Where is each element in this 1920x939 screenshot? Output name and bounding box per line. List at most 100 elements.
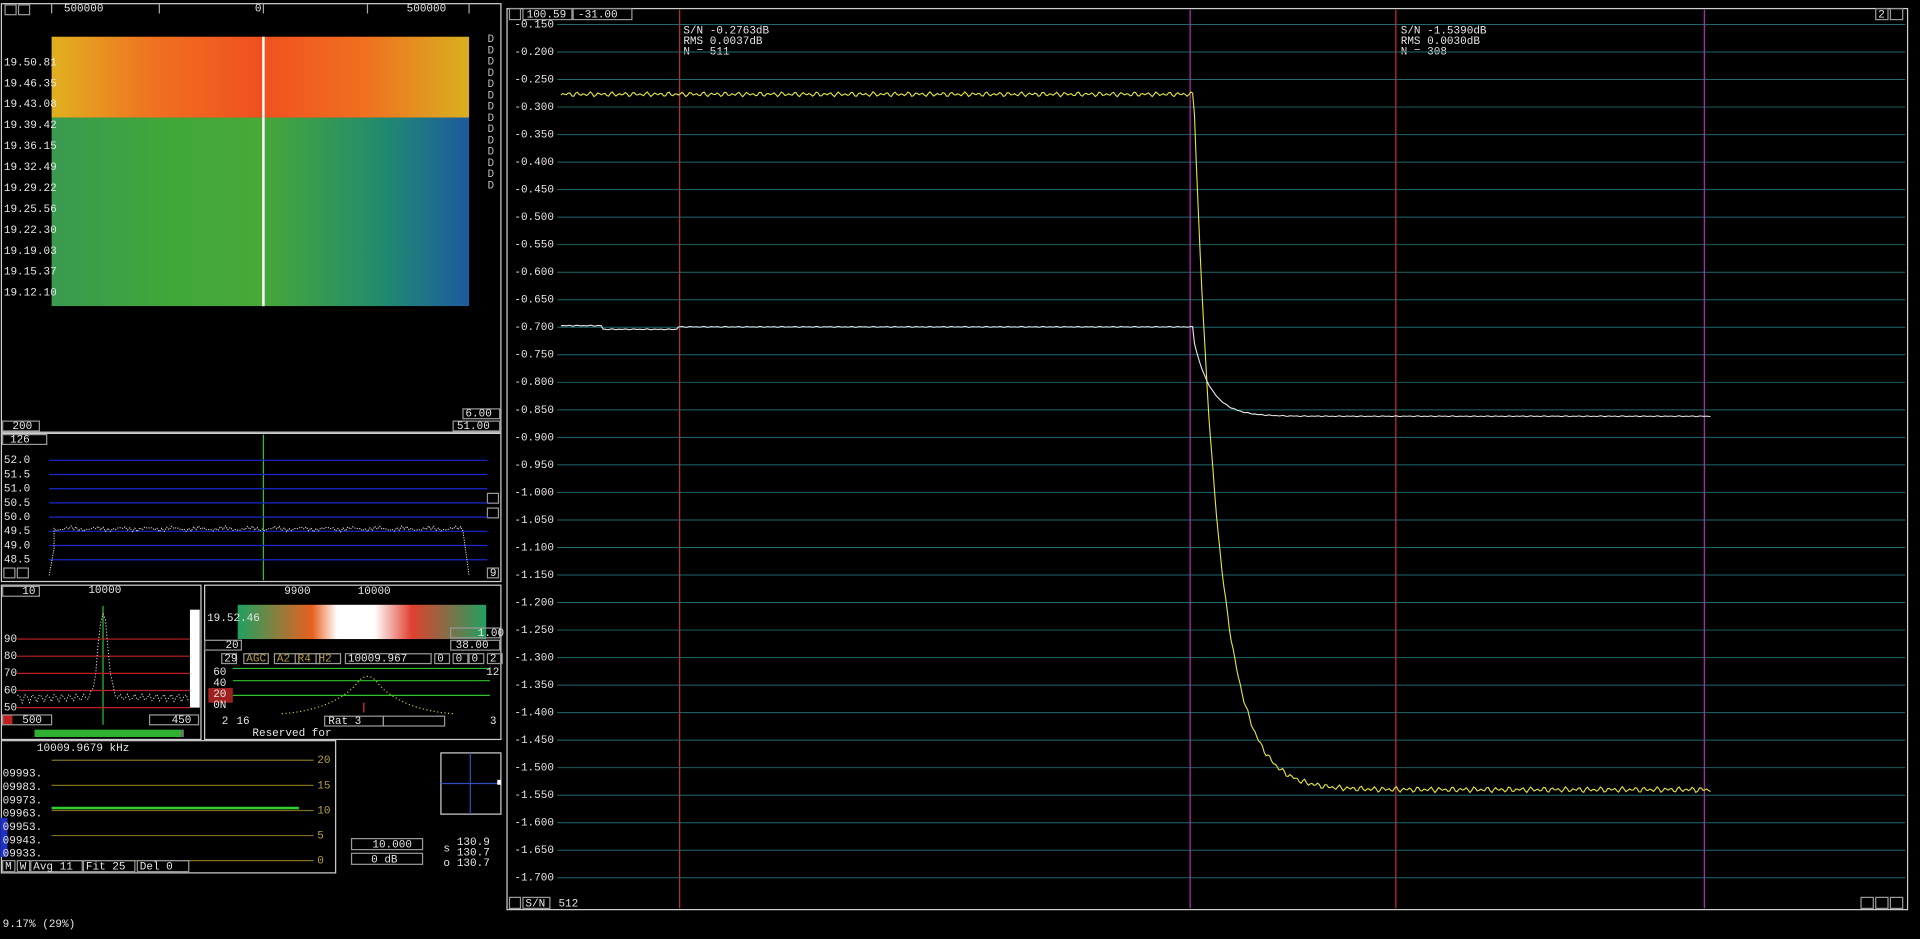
button-box <box>30 860 83 873</box>
button: 2 <box>222 716 229 728</box>
box-value: 500 <box>22 715 42 727</box>
button: M <box>5 862 12 874</box>
freq-item: 09993. <box>3 769 43 781</box>
y-label: -1.700 <box>514 873 554 885</box>
side-mark: D <box>487 34 494 46</box>
y-label: -0.200 <box>514 47 554 59</box>
stat: RMS 0.0037dB <box>683 36 763 48</box>
row-box <box>434 653 451 665</box>
spectrum-trace <box>48 524 470 576</box>
scale-label: 10 <box>317 805 330 817</box>
y-label: -1.100 <box>514 542 554 554</box>
y-label: -0.900 <box>514 432 554 444</box>
level-label: 60 <box>213 667 226 679</box>
row-value: 0 <box>437 654 444 666</box>
reading: 130.7 <box>457 848 490 860</box>
y-label: -1.150 <box>514 570 554 582</box>
side-mark: D <box>487 79 494 91</box>
button: Del 0 <box>140 862 173 874</box>
y-label: 80 <box>4 651 17 663</box>
y-label: -1.350 <box>514 680 554 692</box>
y-label: 90 <box>4 634 17 646</box>
frequency-panel <box>0 740 502 874</box>
status: 9.17% (29%) <box>3 919 76 931</box>
note: Reserved for <box>252 728 331 740</box>
side-mark: D <box>487 90 494 102</box>
freq-label: 0 <box>255 3 262 15</box>
y-label: 48.5 <box>4 555 30 567</box>
y-label: 51.0 <box>4 484 30 496</box>
time-label: 19.36.15 <box>4 141 57 153</box>
button: s <box>443 843 450 855</box>
white-trace <box>560 324 1711 418</box>
y-label: 49.0 <box>4 540 30 552</box>
y-label: -0.450 <box>514 185 554 197</box>
side-mark: D <box>487 124 494 136</box>
y-label: -0.500 <box>514 212 554 224</box>
button: 16 <box>236 716 249 728</box>
freq-item: 09943. <box>3 835 43 847</box>
box <box>350 852 424 865</box>
side-mark: D <box>487 68 494 80</box>
header-value: -31.00 <box>578 10 618 22</box>
time-label: 19.50.81 <box>4 57 57 69</box>
freq-label: 500000 <box>64 3 104 15</box>
row-value: R4 <box>298 654 312 666</box>
y-label: -0.950 <box>514 460 554 472</box>
y-label: -1.600 <box>514 818 554 830</box>
row-value: H2 <box>318 654 331 666</box>
yellow-trace <box>560 91 1711 794</box>
row-box <box>452 653 469 665</box>
row-value: A2 <box>277 654 290 666</box>
y-label: 60 <box>4 685 17 697</box>
y-label: -0.850 <box>514 405 554 417</box>
footer-value: 512 <box>558 898 578 910</box>
button-box <box>2 860 16 873</box>
box-value: 1.00 <box>478 628 504 640</box>
reading: 130.7 <box>457 858 490 870</box>
stat: S/N -1.5390dB <box>1401 26 1487 38</box>
stat: S/N -0.2763dB <box>683 26 769 38</box>
level-label: 40 <box>213 678 226 690</box>
y-label: 50.0 <box>4 512 30 524</box>
y-label: -0.650 <box>514 295 554 307</box>
time-label: 19.29.22 <box>4 183 57 195</box>
waterfall-weak <box>51 117 470 307</box>
row-value: AGC <box>246 654 266 666</box>
footer-label: S/N <box>525 898 545 910</box>
y-label: -0.400 <box>514 157 554 169</box>
box-value: 10 <box>22 586 35 598</box>
y-label: 49.5 <box>4 526 30 538</box>
time-label: 19.52.46 <box>207 613 260 625</box>
row-value: 0 <box>472 654 479 666</box>
y-label: 50 <box>4 703 17 715</box>
time-label: 19.15.37 <box>4 267 57 279</box>
corner: 2 <box>1878 10 1885 22</box>
button: Rat 3 <box>328 716 361 728</box>
button-box <box>16 860 31 873</box>
time-label: 19.25.56 <box>4 204 57 216</box>
y-label: 51.5 <box>4 469 30 481</box>
time-label: 19.32.49 <box>4 162 57 174</box>
y-label: -0.800 <box>514 377 554 389</box>
box-value: 450 <box>172 715 192 727</box>
button: Fit 25 <box>86 862 126 874</box>
y-label: -0.600 <box>514 267 554 279</box>
badge: 126 <box>10 434 30 446</box>
y-label: 50.5 <box>4 498 30 510</box>
y-label: -1.200 <box>514 597 554 609</box>
row-box <box>243 653 269 665</box>
box-value: 51.00 <box>457 421 490 433</box>
level-label: 20 <box>213 689 226 701</box>
y-label: -1.050 <box>514 515 554 527</box>
level-label: 0N <box>213 700 226 712</box>
waterfall-strong <box>51 36 470 118</box>
box-value: 6.00 <box>465 409 491 421</box>
row-value: 10009.967 <box>348 654 407 666</box>
button: W <box>20 862 27 874</box>
box-value: 38.00 <box>456 640 489 652</box>
row-box <box>221 653 238 665</box>
stat: RMS 0.0030dB <box>1401 36 1481 48</box>
side-mark: D <box>487 135 494 147</box>
side-mark: D <box>487 169 494 181</box>
